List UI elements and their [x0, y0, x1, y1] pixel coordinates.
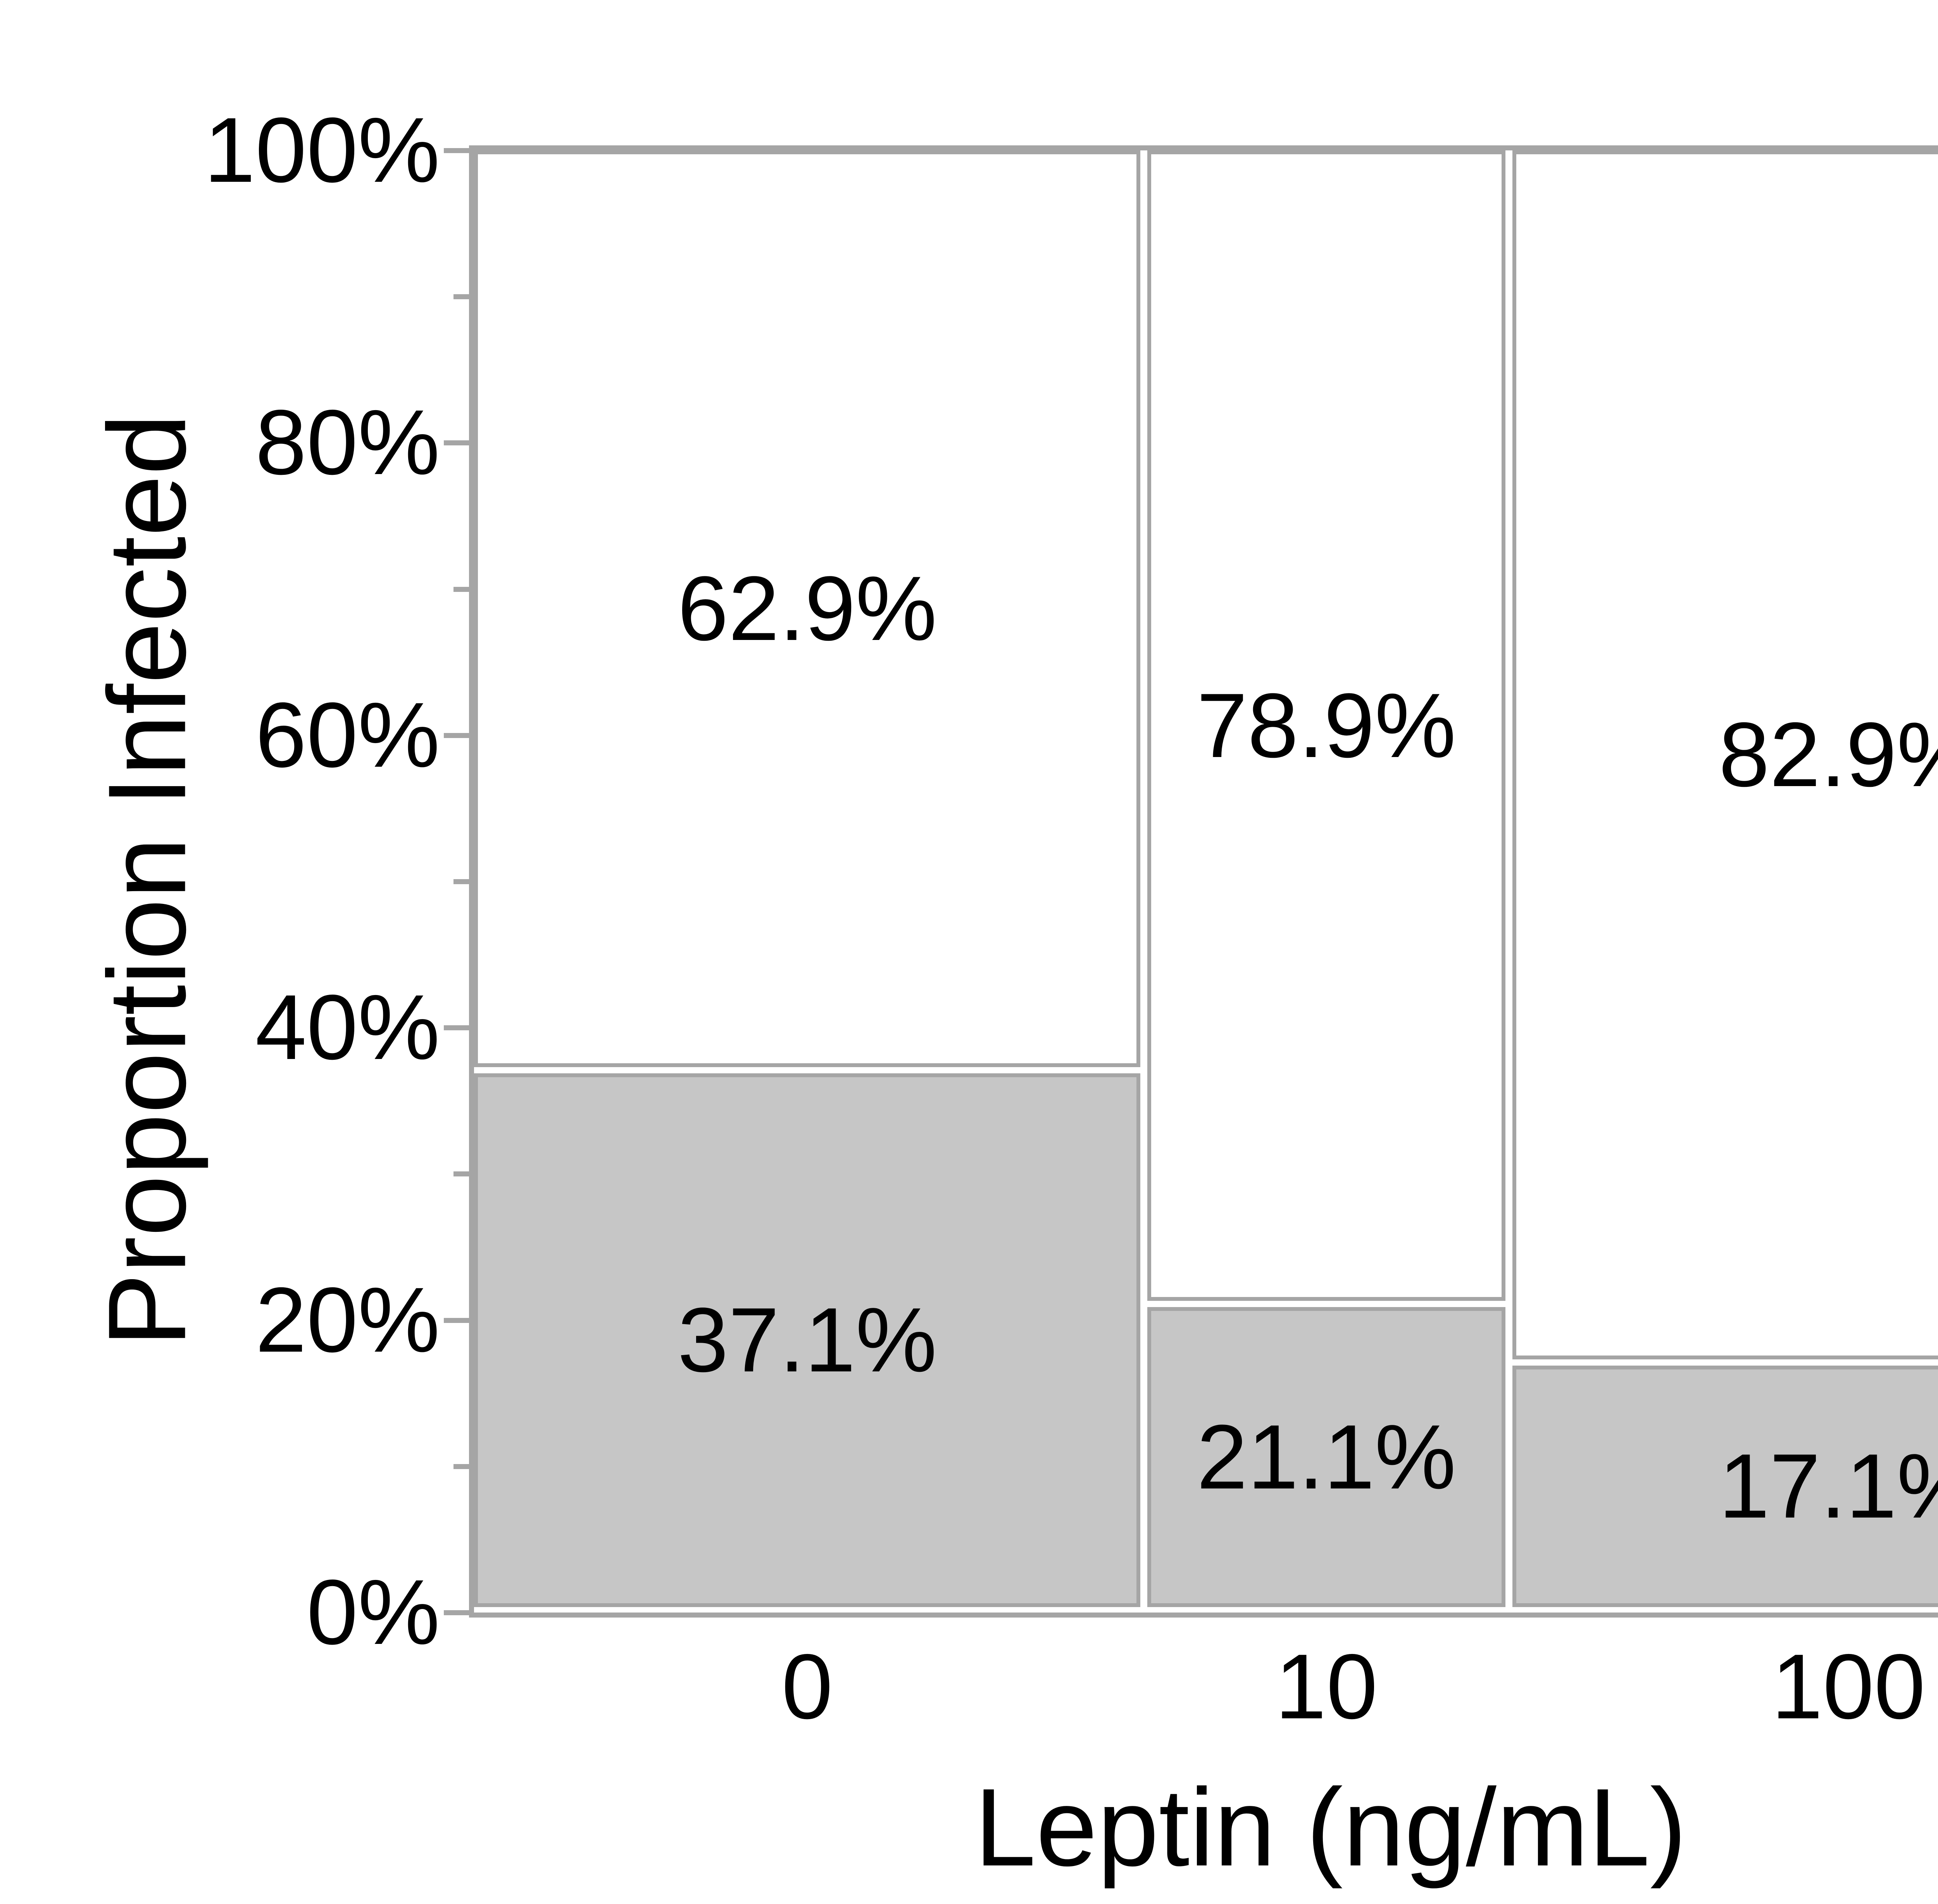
- segment-infected: 17.1%: [1512, 1365, 1938, 1607]
- y-tick-label: 0%: [307, 1561, 440, 1664]
- y-minor-tick: [453, 586, 469, 592]
- segment-infected: 37.1%: [474, 1073, 1141, 1607]
- y-tick-label: 20%: [255, 1268, 440, 1371]
- y-major-tick: [444, 1025, 469, 1031]
- segment-uninfected: 78.9%: [1147, 150, 1505, 1301]
- y-tick-label: 100%: [204, 99, 440, 202]
- x-tick-label: 0: [781, 1635, 833, 1738]
- segment-percent-label: 37.1%: [678, 1289, 937, 1392]
- y-major-tick: [444, 733, 469, 738]
- y-tick-label: 80%: [255, 391, 440, 494]
- y-minor-tick: [453, 1171, 469, 1177]
- x-tick-label: 10: [1275, 1635, 1378, 1738]
- y-minor-tick: [453, 1464, 469, 1469]
- segment-percent-label: 78.9%: [1197, 674, 1456, 777]
- y-tick-label: 60%: [255, 683, 440, 786]
- y-major-tick: [444, 148, 469, 153]
- y-minor-tick: [453, 294, 469, 300]
- segment-percent-label: 62.9%: [678, 557, 937, 660]
- y-major-tick: [444, 1318, 469, 1323]
- segment-percent-label: 17.1%: [1719, 1435, 1938, 1538]
- y-axis-title: Proportion Infected: [85, 413, 209, 1347]
- segment-uninfected: 62.9%: [474, 150, 1141, 1067]
- y-minor-tick: [453, 879, 469, 884]
- plot-area: 62.9% 37.1% 78.9% 21.1% 82.9% 17.1%: [474, 150, 1938, 1613]
- segment-percent-label: 21.1%: [1197, 1406, 1456, 1509]
- segment-uninfected: 82.9%: [1512, 150, 1938, 1359]
- segment-infected: 21.1%: [1147, 1307, 1505, 1607]
- y-major-tick: [444, 1610, 469, 1615]
- x-tick-label: 100: [1771, 1635, 1926, 1738]
- x-axis-title: Leptin (ng/mL): [974, 1766, 1687, 1889]
- y-tick-label: 40%: [255, 976, 440, 1079]
- segment-percent-label: 82.9%: [1719, 704, 1938, 806]
- y-major-tick: [444, 440, 469, 446]
